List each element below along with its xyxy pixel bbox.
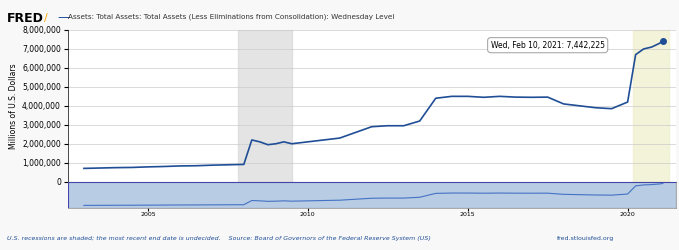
Text: /: /	[44, 12, 48, 22]
Text: U.S. recessions are shaded; the most recent end date is undecided.    Source: Bo: U.S. recessions are shaded; the most rec…	[7, 236, 430, 241]
Text: Wed, Feb 10, 2021: 7,442,225: Wed, Feb 10, 2021: 7,442,225	[491, 41, 605, 50]
Text: —: —	[58, 12, 70, 24]
Text: fred.stlouisfed.org: fred.stlouisfed.org	[557, 236, 614, 241]
Text: FRED: FRED	[7, 12, 43, 26]
Text: Assets: Total Assets: Total Assets (Less Eliminations from Consolidation): Wedne: Assets: Total Assets: Total Assets (Less…	[68, 13, 394, 20]
Bar	[238, 30, 292, 182]
Bar	[28, 30, 46, 182]
Bar	[633, 30, 669, 182]
Y-axis label: Millions of U.S. Dollars: Millions of U.S. Dollars	[9, 63, 18, 149]
